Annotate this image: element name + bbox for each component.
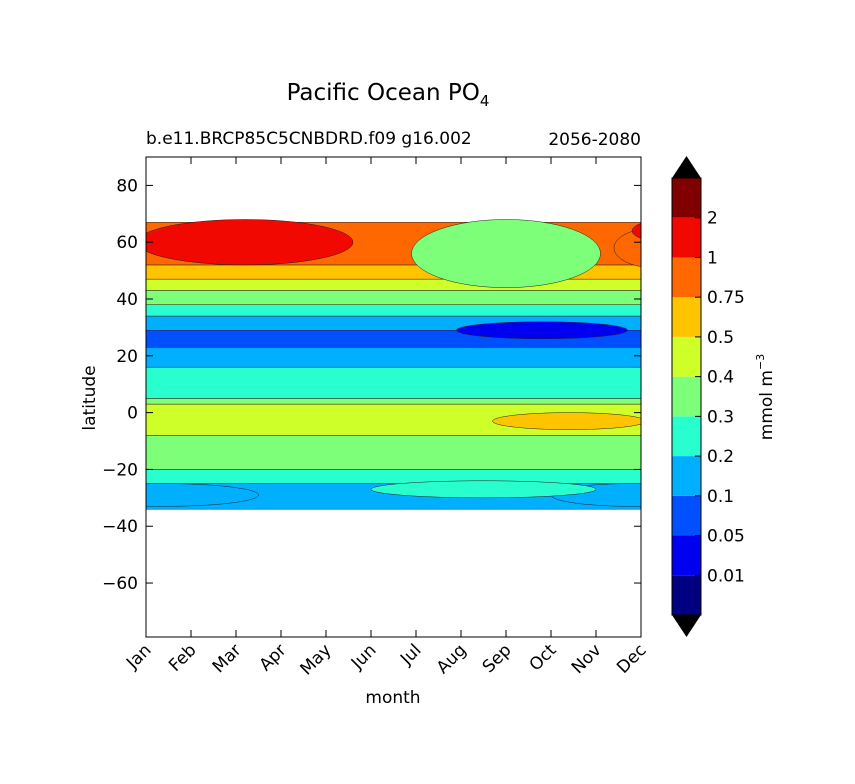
x-axis-label: month [365,688,420,708]
y-tick-label-1: 60 [116,233,138,253]
chart-title-subscript: 4 [480,92,490,110]
y-axis-label: latitude [80,365,100,430]
contour-band-4 [146,398,641,405]
contour-band-5 [146,366,641,399]
x-tick-label-5: Jun [347,640,381,674]
y-tick-label-4: 0 [127,404,138,424]
colorbar-tick-label-6: 0.5 [707,328,734,348]
contour-feature-2 [613,228,641,267]
contour-feature-0 [456,321,628,340]
colorbar-tick-label-3: 0.2 [707,447,734,467]
chart-title: Pacific Ocean PO4 [287,80,490,110]
plot-frame [145,156,642,638]
x-tick-label-8: Sep [479,640,516,677]
colorbar-tick-label-8: 1 [707,248,718,268]
colorbar-label-main: mmol m [757,370,777,440]
y-tick-label-0: 80 [116,176,138,196]
colorbar-segment-7 [672,297,701,337]
x-tick-label-9: Oct [526,640,561,675]
y-tick-label-6: −40 [102,517,138,537]
contour-band-1 [146,469,641,484]
contour-feature-5 [492,412,641,430]
contour-feature-8 [370,480,597,499]
x-tick-label-6: Jul [396,640,425,669]
colorbar-segment-0 [672,575,701,615]
contour-band-6 [146,347,641,368]
colorbar-segment-8 [672,257,701,298]
x-tick-label-3: Apr [256,640,291,675]
subtitle-period: 2056-2080 [548,130,641,150]
x-tick-label-4: May [297,640,336,679]
colorbar-segment-3 [672,456,701,496]
colorbar-extend-top [672,156,701,178]
colorbar-segment-9 [672,217,701,258]
colorbar-segment-5 [672,376,701,417]
colorbar-tick-label-7: 0.75 [707,288,745,308]
colorbar-frame [671,177,702,616]
contour-fill-layer [146,219,641,510]
colorbar-segment-6 [672,336,701,377]
contour-feature-1 [146,219,354,266]
contour-band-10 [146,290,641,305]
colorbar-segment-2 [672,495,701,536]
colorbar-extend-bottom [672,615,701,637]
x-tick-label-11: Dec [613,640,650,677]
colorbar-segment-10 [672,178,701,218]
contour-feature-6 [146,483,259,507]
colorbar-tick-label-9: 2 [707,209,718,229]
colorbar-segment-4 [672,416,701,457]
x-tick-label-2: Mar [209,640,246,677]
contour-feature-4 [411,219,601,288]
y-tick-label-3: 20 [116,347,138,367]
y-tick-label-7: −60 [102,574,138,594]
colorbar-label-superscript: −3 [754,354,767,370]
colorbar-tick-label-0: 0.01 [707,566,745,586]
contour-band-11 [146,278,641,291]
x-tick-label-0: Jan [122,640,155,673]
x-tick-label-10: Nov [568,640,606,678]
contour-band-9 [146,304,641,317]
y-axis: 80 60 40 20 0 −20 −40 −60 [102,176,641,594]
contour-feature-3 [631,223,641,239]
colorbar-segment-1 [672,535,701,576]
subtitle-run-name: b.e11.BRCP85C5CNBDRD.f09 g16.002 [146,129,472,149]
contour-band-2 [146,435,641,470]
colorbar-tick-label-5: 0.4 [707,368,734,388]
chart-title-main: Pacific Ocean PO [287,80,480,106]
x-tick-label-7: Aug [433,640,471,678]
x-tick-label-1: Feb [165,640,200,675]
colorbar: 0.01 0.05 0.1 0.2 0.3 0.4 0.5 0.75 1 2 [671,156,745,637]
y-tick-label-5: −20 [102,460,138,480]
y-tick-label-2: 40 [116,290,138,310]
colorbar-label: mmol m−3 [754,354,777,440]
colorbar-tick-label-1: 0.05 [707,527,745,547]
colorbar-tick-label-2: 0.1 [707,487,734,507]
colorbar-tick-label-4: 0.3 [707,407,734,427]
